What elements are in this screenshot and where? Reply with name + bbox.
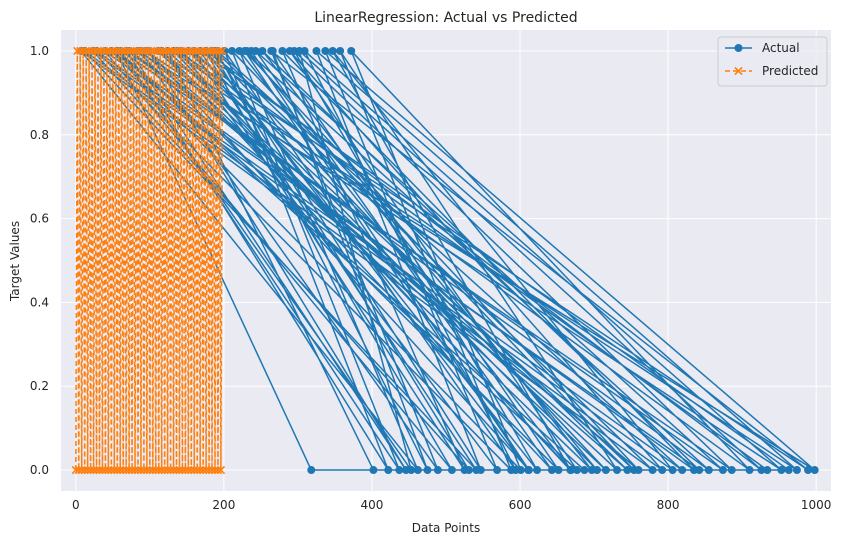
data-point-actual xyxy=(704,466,713,475)
data-point-actual xyxy=(533,466,542,475)
data-point-actual xyxy=(566,466,575,475)
data-point-actual xyxy=(347,46,356,55)
y-axis-label: Target Values xyxy=(8,221,22,302)
data-point-actual xyxy=(745,466,754,475)
data-point-actual xyxy=(690,466,699,475)
data-point-actual xyxy=(228,46,237,55)
data-point-actual xyxy=(718,466,727,475)
data-point-actual xyxy=(678,466,687,475)
data-point-actual xyxy=(464,466,473,475)
data-point-actual xyxy=(554,466,563,475)
data-point-actual xyxy=(792,466,801,475)
legend-box xyxy=(717,36,828,87)
data-point-actual xyxy=(634,466,643,475)
data-point-actual xyxy=(312,46,321,55)
data-point-actual xyxy=(369,466,378,475)
data-point-actual xyxy=(601,466,610,475)
data-point-actual xyxy=(580,466,589,475)
y-tick-label: 0.8 xyxy=(30,128,49,142)
data-point-actual xyxy=(395,466,404,475)
data-point-actual xyxy=(307,466,316,475)
data-point-actual xyxy=(433,466,442,475)
series-line-actual xyxy=(80,50,816,471)
x-tick-label: 200 xyxy=(212,498,235,512)
data-point-actual xyxy=(524,466,533,475)
data-point-actual xyxy=(493,466,502,475)
legend-items xyxy=(725,44,752,76)
data-point-actual xyxy=(258,46,267,55)
data-point-actual xyxy=(447,466,456,475)
data-point-predicted xyxy=(218,46,227,56)
x-tick-label: 800 xyxy=(657,498,680,512)
data-point-actual xyxy=(328,46,337,55)
series-layer xyxy=(71,46,819,475)
data-point-actual xyxy=(336,46,345,55)
chart-title: LinearRegression: Actual vs Predicted xyxy=(314,10,577,26)
data-point-actual xyxy=(295,46,304,55)
data-point-predicted xyxy=(213,465,223,475)
data-point-actual xyxy=(511,466,520,475)
data-point-actual xyxy=(157,46,166,55)
data-point-actual xyxy=(267,46,276,55)
x-tick-label: 600 xyxy=(509,498,532,512)
data-point-actual xyxy=(547,466,556,475)
data-point-actual xyxy=(321,46,330,55)
legend-label-actual: Actual xyxy=(762,41,800,55)
legend-label-predicted: Predicted xyxy=(762,64,818,78)
x-tick-label: 400 xyxy=(361,498,384,512)
data-point-actual xyxy=(613,466,622,475)
series-line-predicted xyxy=(75,50,224,471)
data-point-actual xyxy=(668,466,677,475)
data-point-actual xyxy=(784,466,793,475)
data-point-actual xyxy=(763,466,772,475)
data-point-actual xyxy=(423,466,432,475)
legend: Actual Predicted xyxy=(717,36,828,87)
data-point-actual xyxy=(587,466,596,475)
data-point-actual xyxy=(202,46,211,55)
y-tick-label: 1.0 xyxy=(30,44,49,58)
data-point-predicted xyxy=(216,465,226,475)
data-point-actual xyxy=(407,466,416,475)
y-tick-label: 0.2 xyxy=(30,379,49,393)
legend-marker-predicted xyxy=(734,66,743,76)
data-point-actual xyxy=(476,466,485,475)
y-tick-label: 0.6 xyxy=(30,212,49,226)
data-point-predicted xyxy=(215,46,224,56)
x-axis-label: Data Points xyxy=(412,521,481,535)
x-tick-label: 1000 xyxy=(801,498,832,512)
data-point-actual xyxy=(810,466,819,475)
legend-marker-actual xyxy=(734,44,743,52)
data-point-actual xyxy=(727,466,736,475)
data-point-actual xyxy=(777,466,786,475)
data-point-actual xyxy=(757,466,766,475)
data-point-actual xyxy=(278,46,287,55)
y-tick-label: 0.0 xyxy=(30,463,49,477)
data-point-actual xyxy=(251,46,260,55)
data-point-actual xyxy=(804,466,813,475)
data-point-actual xyxy=(384,466,393,475)
data-point-actual xyxy=(413,466,422,475)
data-point-actual xyxy=(658,466,667,475)
data-point-actual xyxy=(240,46,249,55)
data-point-actual xyxy=(623,466,632,475)
y-tick-label: 0.4 xyxy=(30,295,49,309)
data-point-actual xyxy=(573,466,582,475)
series-predicted xyxy=(71,46,227,475)
data-point-actual xyxy=(648,466,657,475)
x-tick-label: 0 xyxy=(72,498,80,512)
tick-labels: 0 200 400 600 800 1000 0.0 0.2 0.4 0.6 0.8 1.0 xyxy=(30,44,832,512)
